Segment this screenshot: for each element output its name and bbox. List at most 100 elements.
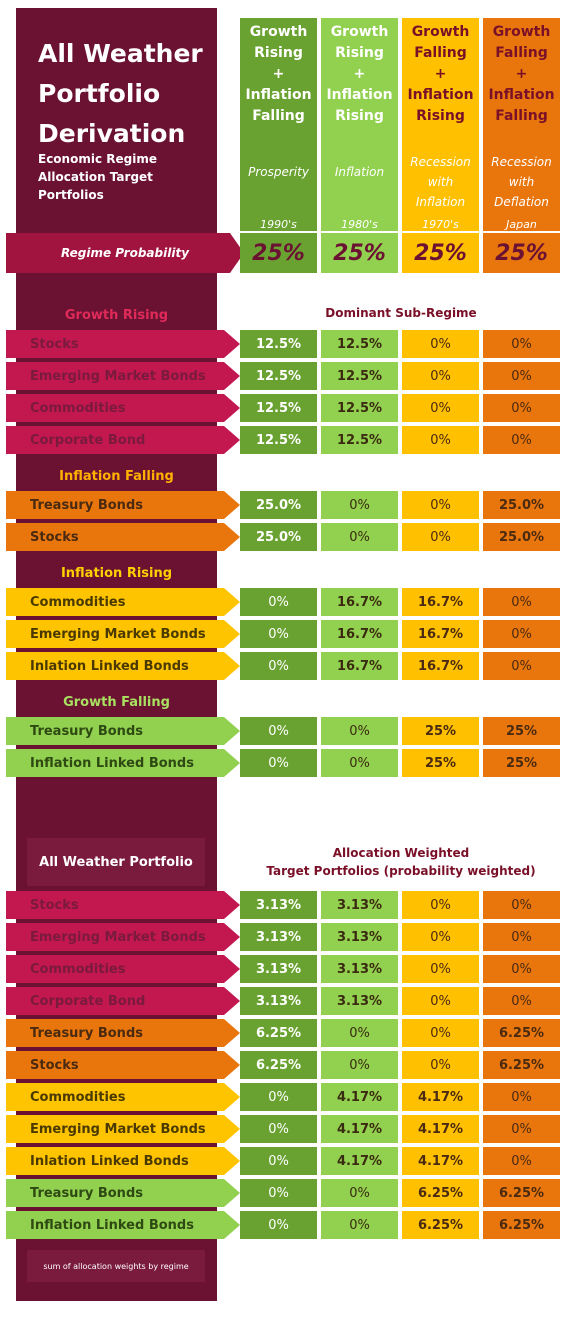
allocation-cell: 12.5% [240, 362, 317, 390]
weighted-cell: 0% [483, 987, 560, 1015]
allocation-cell: 25% [402, 717, 479, 745]
weighted-cell: 4.17% [321, 1083, 398, 1111]
allocation-cell: 0% [402, 394, 479, 422]
asset-label: Treasury Bonds [6, 1019, 240, 1047]
asset-label: Inlation Linked Bonds [6, 1147, 240, 1175]
weighted-cell: 0% [483, 1083, 560, 1111]
regime-name: Prosperity [248, 165, 309, 179]
weighted-cell: 0% [321, 1179, 398, 1207]
allocation-cell: 16.7% [402, 620, 479, 648]
asset-label: Inflation Linked Bonds [6, 749, 240, 777]
section-title: Growth Rising [64, 308, 169, 323]
allocation-cell: 0% [240, 588, 317, 616]
allocation-cell: 12.5% [321, 362, 398, 390]
asset-label: Corporate Bond [6, 987, 240, 1015]
allocation-cell: 0% [402, 491, 479, 519]
asset-label: Commodities [6, 955, 240, 983]
allocation-cell: 0% [483, 652, 560, 680]
asset-label: Emerging Market Bonds [6, 923, 240, 951]
weighted-cell: 6.25% [483, 1019, 560, 1047]
allocation-cell: 0% [321, 523, 398, 551]
regime-name: Recession with Deflation [491, 155, 552, 209]
weighted-cell: 0% [483, 891, 560, 919]
weighted-cell: 0% [240, 1083, 317, 1111]
probability-value: 25% [240, 233, 317, 273]
section-title: Growth Falling [63, 695, 170, 710]
weighted-cell: 6.25% [483, 1051, 560, 1079]
allocation-cell: 25.0% [240, 523, 317, 551]
allocation-cell: 25% [483, 717, 560, 745]
regime-era: 1980's [341, 218, 378, 231]
allocation-cell: 12.5% [240, 330, 317, 358]
weighted-cell: 0% [483, 923, 560, 951]
weighted-cell: 3.13% [321, 923, 398, 951]
weighted-cell: 6.25% [240, 1051, 317, 1079]
allocation-cell: 0% [321, 749, 398, 777]
asset-label: Emerging Market Bonds [6, 1115, 240, 1143]
weighted-cell: 6.25% [402, 1179, 479, 1207]
allocation-cell: 25.0% [483, 491, 560, 519]
asset-label: Stocks [6, 330, 240, 358]
weighted-cell: 0% [240, 1179, 317, 1207]
weighted-cell: 4.17% [321, 1115, 398, 1143]
allocation-cell: 0% [321, 717, 398, 745]
regime-probability-label: Regime Probability [6, 233, 244, 273]
weighted-cell: 3.13% [321, 987, 398, 1015]
sum-label: sum of allocation weights by regime [27, 1250, 205, 1282]
asset-label: Emerging Market Bonds [6, 620, 240, 648]
weighted-cell: 0% [483, 1147, 560, 1175]
weighted-cell: 3.13% [240, 891, 317, 919]
allocation-cell: 25% [402, 749, 479, 777]
allocation-cell: 16.7% [402, 588, 479, 616]
weighted-cell: 3.13% [240, 955, 317, 983]
section-title: Inflation Rising [60, 566, 173, 581]
regime-era: 1990's [260, 218, 297, 231]
weighted-cell: 4.17% [402, 1115, 479, 1143]
allocation-cell: 0% [483, 620, 560, 648]
allocation-cell: 0% [483, 362, 560, 390]
asset-label: Commodities [6, 394, 240, 422]
weighted-cell: 0% [402, 1019, 479, 1047]
regime-header-recession-inflation: Growth Falling + Inflation Rising Recession … [402, 18, 479, 231]
asset-label: Corporate Bond [6, 426, 240, 454]
allocation-cell: 16.7% [321, 588, 398, 616]
weighted-header: Allocation Weighted Target Portfolios (pr… [266, 846, 536, 878]
asset-label: Stocks [6, 1051, 240, 1079]
weighted-cell: 4.17% [402, 1083, 479, 1111]
allocation-cell: 0% [240, 717, 317, 745]
section-title: Inflation Falling [59, 469, 174, 484]
asset-label: Inflation Linked Bonds [6, 1211, 240, 1239]
allocation-cell: 0% [402, 426, 479, 454]
allocation-cell: 16.7% [321, 652, 398, 680]
weighted-cell: 0% [402, 923, 479, 951]
weighted-cell: 0% [402, 891, 479, 919]
weighted-cell: 3.13% [321, 955, 398, 983]
probability-value: 25% [402, 233, 479, 273]
weighted-cell: 6.25% [483, 1179, 560, 1207]
weighted-cell: 6.25% [402, 1211, 479, 1239]
probability-value: 25% [483, 233, 560, 273]
allocation-cell: 12.5% [240, 426, 317, 454]
allocation-cell: 12.5% [240, 394, 317, 422]
regime-name: Inflation [334, 165, 385, 179]
weighted-cell: 4.17% [321, 1147, 398, 1175]
weighted-cell: 0% [321, 1019, 398, 1047]
allocation-cell: 0% [240, 749, 317, 777]
asset-label: Treasury Bonds [6, 491, 240, 519]
dominant-sub-regime-header: Dominant Sub-Regime [325, 306, 477, 320]
page-subtitle: Economic Regime Allocation Target Portfol… [38, 152, 157, 202]
allocation-cell: 12.5% [321, 426, 398, 454]
weighted-cell: 3.13% [321, 891, 398, 919]
allocation-cell: 16.7% [402, 652, 479, 680]
allocation-cell: 0% [483, 588, 560, 616]
allocation-cell: 0% [483, 394, 560, 422]
regime-header-inflation: Growth Rising + Inflation Rising Inflation 1… [321, 18, 398, 231]
page-title: All Weather Portfolio Derivation [38, 39, 203, 148]
regime-era: Japan [506, 218, 537, 231]
allocation-cell: 0% [240, 652, 317, 680]
asset-label: Inlation Linked Bonds [6, 652, 240, 680]
regime-era: 1970's [422, 218, 459, 231]
regime-header-prosperity: Growth Rising + Inflation Falling Prosperity… [240, 18, 317, 231]
weighted-cell: 0% [321, 1051, 398, 1079]
allocation-cell: 12.5% [321, 394, 398, 422]
